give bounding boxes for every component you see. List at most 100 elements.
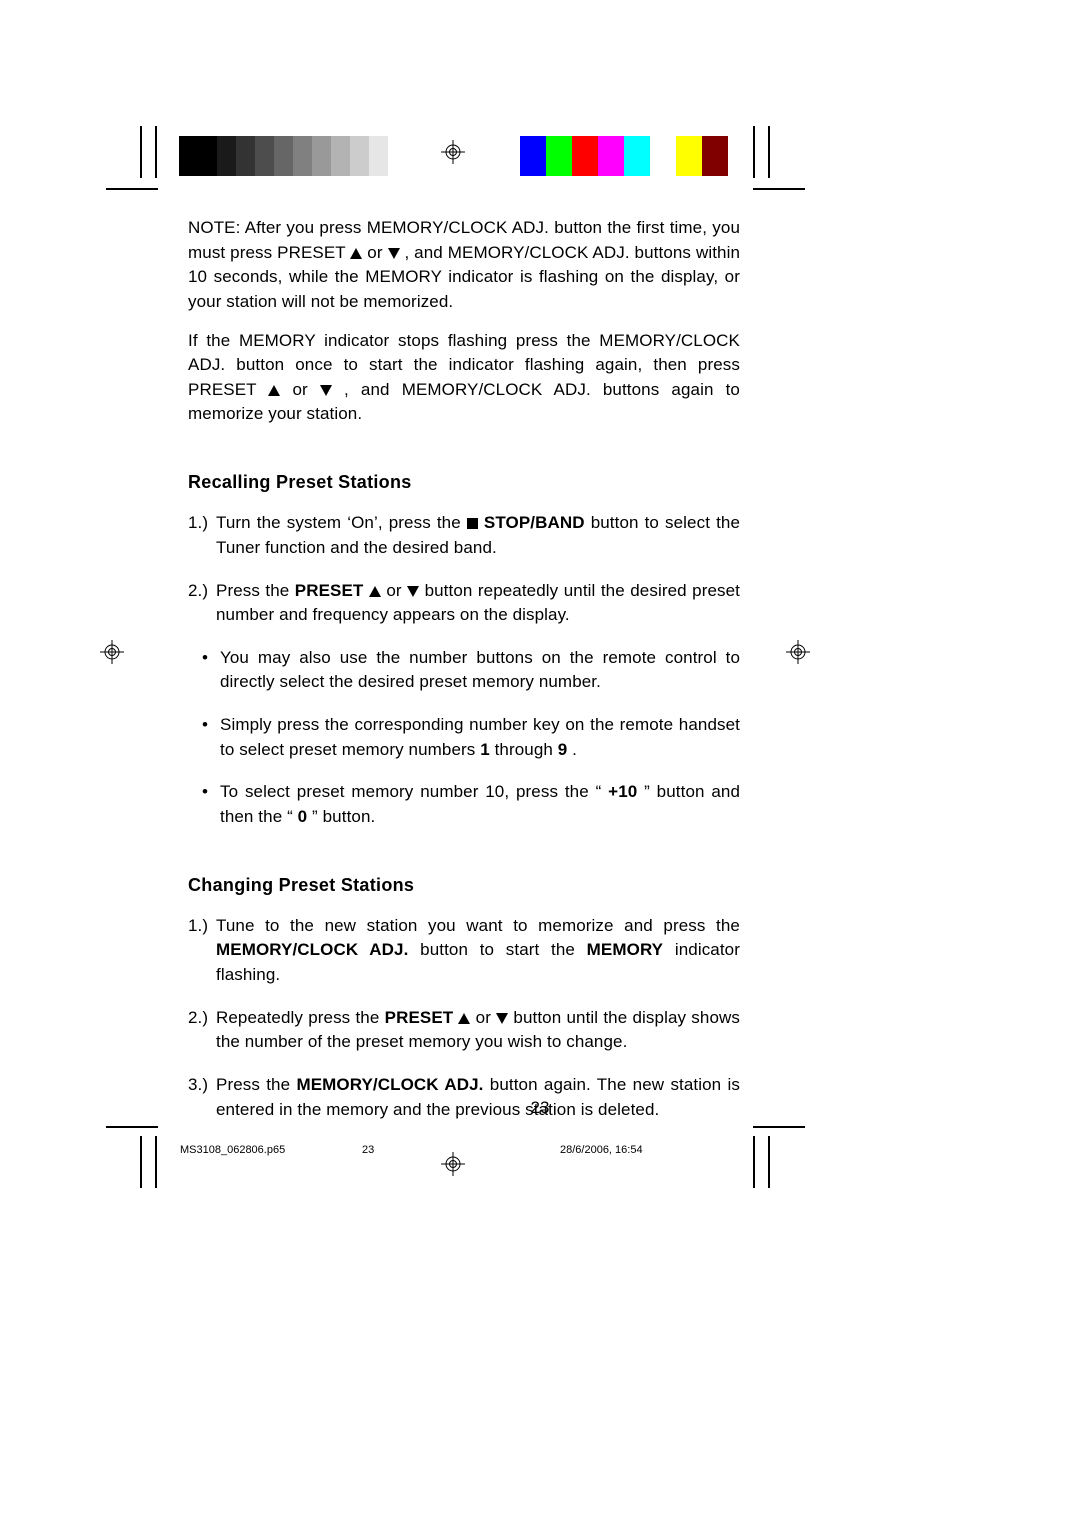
bold-text: 1 — [480, 740, 490, 759]
triangle-up-icon — [350, 248, 362, 259]
footer-filename: MS3108_062806.p65 — [180, 1144, 285, 1156]
bold-text: 0 — [298, 807, 308, 826]
registration-mark-icon — [441, 140, 465, 164]
text: To select preset memory number 10, press… — [220, 782, 601, 801]
crop-mark — [155, 126, 157, 178]
crop-mark — [768, 126, 770, 178]
step-number: 1.) — [188, 914, 216, 988]
color-swatch — [676, 136, 702, 176]
color-swatch — [331, 136, 350, 176]
bullet-item: • To select preset memory number 10, pre… — [188, 780, 740, 829]
bullet-dot-icon: • — [202, 646, 220, 695]
bullet-text: Simply press the corresponding number ke… — [220, 713, 740, 762]
grayscale-bar — [179, 136, 431, 176]
bold-text: 9 — [558, 740, 568, 759]
bold-text: PRESET — [295, 581, 369, 600]
text: through — [495, 740, 558, 759]
triangle-up-icon — [268, 385, 280, 396]
color-swatch — [650, 136, 676, 176]
bullet-item: • You may also use the number buttons on… — [188, 646, 740, 695]
bullet-item: • Simply press the corresponding number … — [188, 713, 740, 762]
crop-mark — [753, 1126, 805, 1128]
color-swatch — [369, 136, 388, 176]
bullet-dot-icon: • — [202, 780, 220, 829]
section-title-changing: Changing Preset Stations — [188, 872, 740, 898]
color-swatch — [255, 136, 274, 176]
note-paragraph-1: NOTE: After you press MEMORY/CLOCK ADJ. … — [188, 216, 740, 315]
crop-mark — [753, 1136, 755, 1188]
crop-mark — [140, 1136, 142, 1188]
note-paragraph-2: If the MEMORY indicator stops flashing p… — [188, 329, 740, 428]
step-2: 2.) Press the PRESET or button repeatedl… — [188, 579, 740, 628]
step-number: 1.) — [188, 511, 216, 560]
section-title-recalling: Recalling Preset Stations — [188, 469, 740, 495]
color-swatch — [217, 136, 236, 176]
triangle-down-icon — [388, 248, 400, 259]
color-swatch — [624, 136, 650, 176]
square-stop-icon — [467, 518, 478, 529]
text: ” button. — [312, 807, 375, 826]
text: Turn the system ‘On’, press the — [216, 513, 467, 532]
text: . — [572, 740, 577, 759]
bold-text: PRESET — [385, 1008, 459, 1027]
text: or — [367, 243, 387, 262]
page-number: 23 — [0, 1098, 1080, 1118]
page-root: NOTE: After you press MEMORY/CLOCK ADJ. … — [0, 0, 1080, 1528]
bold-text: +10 — [608, 782, 637, 801]
triangle-up-icon — [458, 1013, 470, 1024]
color-swatch — [198, 136, 217, 176]
bold-text: MEMORY — [587, 940, 663, 959]
color-swatch — [388, 136, 407, 176]
step-number: 2.) — [188, 1006, 216, 1055]
step-text: Repeatedly press the PRESET or button un… — [216, 1006, 740, 1055]
text: Tune to the new station you want to memo… — [216, 916, 740, 935]
text: Press the — [216, 581, 295, 600]
body-text: NOTE: After you press MEMORY/CLOCK ADJ. … — [188, 216, 740, 1140]
text: or — [293, 380, 320, 399]
color-swatch — [350, 136, 369, 176]
triangle-down-icon — [320, 385, 332, 396]
triangle-down-icon — [496, 1013, 508, 1024]
bullet-text: To select preset memory number 10, press… — [220, 780, 740, 829]
color-swatch — [598, 136, 624, 176]
text: or — [476, 1008, 497, 1027]
color-swatch — [312, 136, 331, 176]
text: Repeatedly press the — [216, 1008, 385, 1027]
triangle-up-icon — [369, 586, 381, 597]
bold-text: MEMORY/CLOCK ADJ. — [216, 940, 408, 959]
color-swatch — [546, 136, 572, 176]
bullet-dot-icon: • — [202, 713, 220, 762]
bold-text: STOP/BAND — [484, 513, 585, 532]
registration-mark-icon — [786, 640, 810, 664]
step-text: Press the PRESET or button repeatedly un… — [216, 579, 740, 628]
bold-text: MEMORY/CLOCK ADJ. — [296, 1075, 483, 1094]
registration-mark-icon — [100, 640, 124, 664]
text: or — [386, 581, 407, 600]
crop-mark — [155, 1136, 157, 1188]
crop-mark — [768, 1136, 770, 1188]
crop-mark — [106, 1126, 158, 1128]
step-2: 2.) Repeatedly press the PRESET or butto… — [188, 1006, 740, 1055]
registration-mark-icon — [441, 1152, 465, 1176]
text: Press the — [216, 1075, 296, 1094]
color-swatch — [236, 136, 255, 176]
crop-mark — [753, 188, 805, 190]
triangle-down-icon — [407, 586, 419, 597]
color-swatch — [572, 136, 598, 176]
color-swatch — [702, 136, 728, 176]
step-number: 2.) — [188, 579, 216, 628]
color-swatch — [293, 136, 312, 176]
crop-mark — [106, 188, 158, 190]
color-swatch — [274, 136, 293, 176]
step-1: 1.) Tune to the new station you want to … — [188, 914, 740, 988]
footer-timestamp: 28/6/2006, 16:54 — [560, 1144, 643, 1156]
crop-mark — [753, 126, 755, 178]
color-bar — [520, 136, 728, 176]
color-swatch — [520, 136, 546, 176]
step-1: 1.) Turn the system ‘On’, press the STOP… — [188, 511, 740, 560]
footer-page: 23 — [362, 1144, 374, 1156]
color-swatch — [179, 136, 198, 176]
step-text: Turn the system ‘On’, press the STOP/BAN… — [216, 511, 740, 560]
crop-mark — [140, 126, 142, 178]
step-text: Tune to the new station you want to memo… — [216, 914, 740, 988]
